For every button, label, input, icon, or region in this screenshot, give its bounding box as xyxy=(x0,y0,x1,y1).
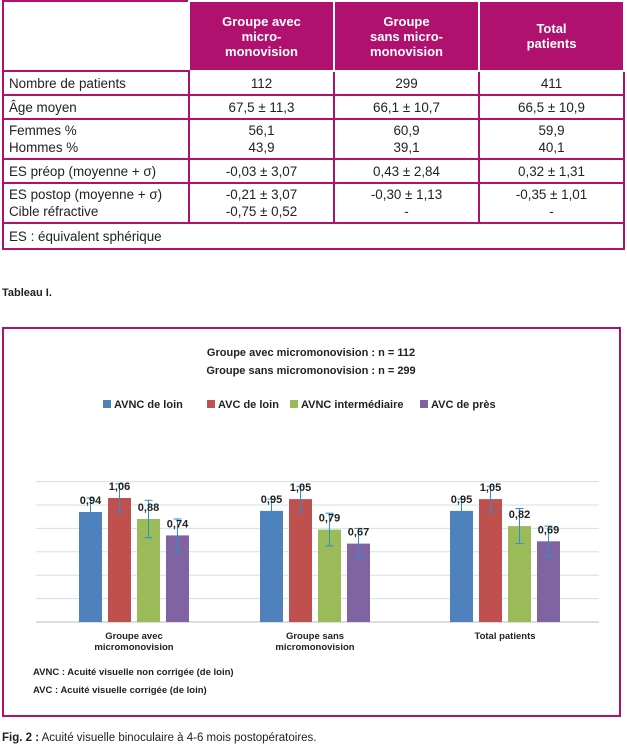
table-cell: -0,03 ± 3,07 xyxy=(188,158,335,184)
table-caption: Tableau I. xyxy=(2,287,52,299)
row-label: Femmes % Hommes % xyxy=(2,118,190,160)
data-label: 1,06 xyxy=(109,481,130,493)
table-corner xyxy=(2,0,190,72)
bar xyxy=(166,535,189,622)
chart-note: AVNC : Acuité visuelle non corrigée (de … xyxy=(33,667,234,678)
table-cell: 59,9 40,1 xyxy=(478,118,625,160)
data-label: 0,82 xyxy=(509,509,530,521)
figure-caption: Fig. 2 : Acuité visuelle binoculaire à 4… xyxy=(2,732,317,744)
bar xyxy=(108,498,131,622)
bar xyxy=(79,512,102,622)
legend-swatch xyxy=(207,400,215,408)
table-row: ES préop (moyenne + σ) -0,03 ± 3,07 0,43… xyxy=(2,158,625,184)
legend-swatch xyxy=(420,400,428,408)
row-label: ES postop (moyenne + σ) Cible réfractive xyxy=(2,182,190,224)
header-total-patients: Total patients xyxy=(478,0,625,72)
legend-swatch xyxy=(290,400,298,408)
legend-label: AVNC intermédiaire xyxy=(301,399,404,411)
patients-table: Groupe avec micro- monovision Groupe san… xyxy=(2,0,625,250)
table-cell: 66,5 ± 10,9 xyxy=(478,94,625,120)
table-row: Nombre de patients 112 299 411 xyxy=(2,70,625,96)
legend-label: AVC de loin xyxy=(218,399,279,411)
chart-subtitle-line: Groupe sans micromonovision : n = 299 xyxy=(206,365,415,377)
category-label: Groupe avec xyxy=(105,631,163,642)
data-label: 0,74 xyxy=(167,518,189,530)
bar xyxy=(137,519,160,622)
header-sans-micromonovision: Groupe sans micro- monovision xyxy=(333,0,480,72)
chart-frame: Groupe avec micromonovision : n = 112 Gro… xyxy=(2,327,621,717)
data-label: 1,05 xyxy=(480,482,501,494)
table-cell: 56,1 43,9 xyxy=(188,118,335,160)
data-label: 0,95 xyxy=(261,494,282,506)
chart-subtitle-line: Groupe avec micromonovision : n = 112 xyxy=(207,347,415,359)
data-label: 0,69 xyxy=(538,524,559,536)
legend-label: AVC de près xyxy=(431,399,496,411)
data-label: 0,95 xyxy=(451,494,472,506)
table-cell: -0,21 ± 3,07 -0,75 ± 0,52 xyxy=(188,182,335,224)
data-label: 0,88 xyxy=(138,502,159,514)
bar xyxy=(450,510,473,622)
bar xyxy=(508,526,531,622)
bar xyxy=(260,510,283,622)
row-label: Âge moyen xyxy=(2,94,190,120)
data-label: 0,79 xyxy=(319,513,340,525)
table-cell: 299 xyxy=(333,70,480,96)
table-footnote-row: ES : équivalent sphérique xyxy=(2,222,625,250)
category-label: micromonovision xyxy=(275,642,354,653)
table-cell: -0,35 ± 1,01 - xyxy=(478,182,625,224)
category-label: micromonovision xyxy=(94,642,173,653)
table-cell: -0,30 ± 1,13 - xyxy=(333,182,480,224)
row-label: ES préop (moyenne + σ) xyxy=(2,158,190,184)
bar xyxy=(289,499,312,622)
table-row: ES postop (moyenne + σ) Cible réfractive… xyxy=(2,182,625,224)
chart-note: AVC : Acuité visuelle corrigée (de loin) xyxy=(33,685,207,696)
legend-label: AVNC de loin xyxy=(114,399,183,411)
table-cell: 411 xyxy=(478,70,625,96)
figure-caption-text: Acuité visuelle binoculaire à 4-6 mois p… xyxy=(39,732,317,744)
table-footnote: ES : équivalent sphérique xyxy=(2,222,625,250)
table-cell: 67,5 ± 11,3 xyxy=(188,94,335,120)
category-label: Total patients xyxy=(474,631,535,642)
bar xyxy=(537,541,560,622)
bar-chart: Groupe avec micromonovision : n = 112 Gro… xyxy=(33,347,599,696)
bar xyxy=(479,499,502,622)
data-label: 1,05 xyxy=(290,482,311,494)
table-cell: 0,32 ± 1,31 xyxy=(478,158,625,184)
table-row: Âge moyen 67,5 ± 11,3 66,1 ± 10,7 66,5 ±… xyxy=(2,94,625,120)
table-cell: 60,9 39,1 xyxy=(333,118,480,160)
row-label: Nombre de patients xyxy=(2,70,190,96)
table-row: Femmes % Hommes % 56,1 43,9 60,9 39,1 59… xyxy=(2,118,625,160)
data-label: 0,67 xyxy=(348,527,369,539)
legend-swatch xyxy=(103,400,111,408)
table-cell: 66,1 ± 10,7 xyxy=(333,94,480,120)
bar xyxy=(318,529,341,622)
category-label: Groupe sans xyxy=(286,631,344,642)
bar xyxy=(347,543,370,622)
table-cell: 0,43 ± 2,84 xyxy=(333,158,480,184)
header-avec-micromonovision: Groupe avec micro- monovision xyxy=(188,0,335,72)
data-label: 0,94 xyxy=(80,495,102,507)
table-cell: 112 xyxy=(188,70,335,96)
figure-caption-label: Fig. 2 : xyxy=(2,732,40,744)
